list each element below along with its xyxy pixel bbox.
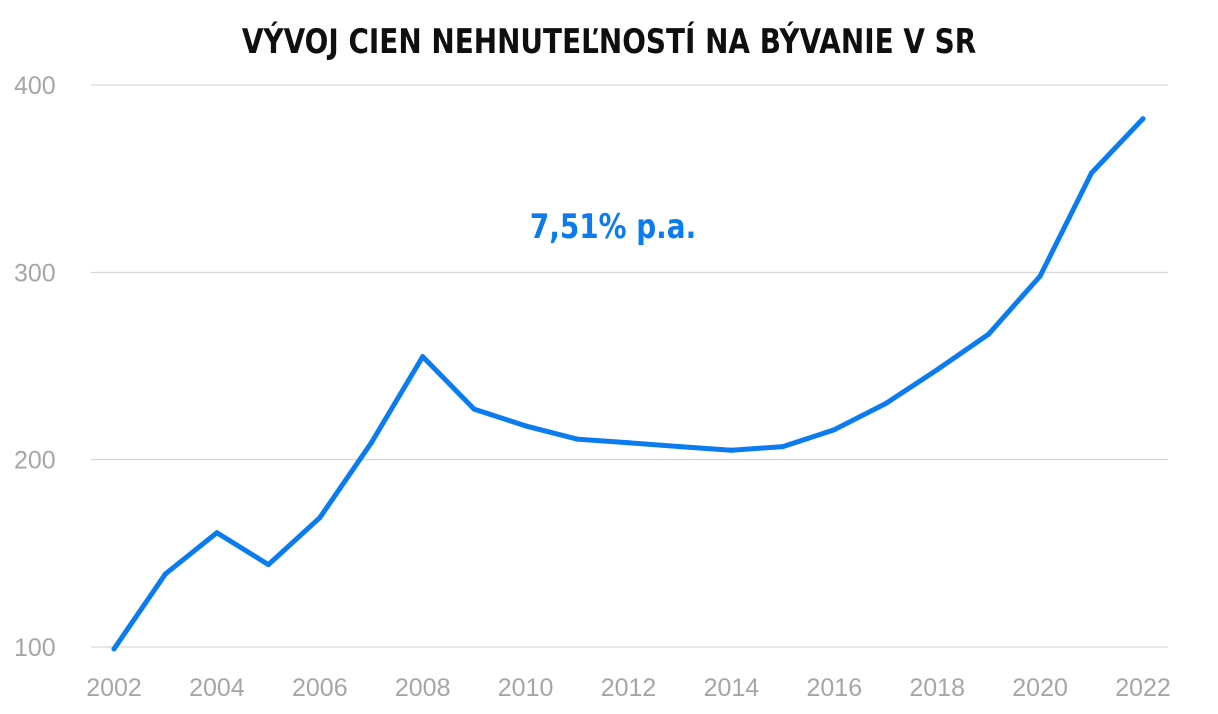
x-tick-label-2012: 2012 — [601, 674, 657, 702]
growth-rate-annotation: 7,51% p.a. — [530, 207, 696, 246]
data-point-2016 — [831, 427, 837, 433]
data-point-2010 — [523, 423, 529, 429]
y-tick-label-300: 300 — [14, 259, 56, 287]
data-point-2009 — [471, 406, 477, 412]
data-point-2011 — [574, 436, 580, 442]
data-point-2021 — [1089, 170, 1095, 176]
data-point-2002 — [111, 646, 117, 652]
x-tick-label-2018: 2018 — [909, 674, 965, 702]
data-point-2013 — [677, 444, 683, 450]
x-tick-label-2010: 2010 — [498, 674, 554, 702]
data-point-2003 — [162, 571, 168, 577]
data-point-2004 — [214, 530, 220, 536]
x-tick-label-2006: 2006 — [292, 674, 348, 702]
data-point-2005 — [265, 562, 271, 568]
data-point-2014 — [728, 447, 734, 453]
chart-title: VÝVOJ CIEN NEHNUTEĽNOSTÍ NA BÝVANIE V SR — [241, 22, 977, 62]
data-point-2018 — [934, 367, 940, 373]
data-point-2017 — [883, 400, 889, 406]
data-point-2022 — [1140, 116, 1146, 122]
series-line-0 — [111, 116, 1146, 652]
data-point-2008 — [420, 354, 426, 360]
data-point-2012 — [626, 440, 631, 446]
data-point-2015 — [780, 444, 786, 450]
data-point-2019 — [986, 331, 992, 337]
data-point-2020 — [1037, 273, 1043, 279]
data-point-2006 — [317, 515, 323, 521]
data-point-2007 — [368, 440, 374, 446]
x-tick-label-2014: 2014 — [704, 674, 760, 702]
y-tick-label-100: 100 — [14, 634, 56, 662]
y-tick-label-200: 200 — [14, 447, 56, 475]
x-tick-label-2004: 2004 — [189, 674, 245, 702]
x-tick-label-2016: 2016 — [806, 674, 862, 702]
x-tick-label-2002: 2002 — [86, 674, 142, 702]
x-tick-label-2008: 2008 — [395, 674, 451, 702]
y-tick-label-400: 400 — [14, 72, 56, 100]
x-tick-label-2022: 2022 — [1115, 674, 1171, 702]
x-tick-label-2020: 2020 — [1012, 674, 1068, 702]
